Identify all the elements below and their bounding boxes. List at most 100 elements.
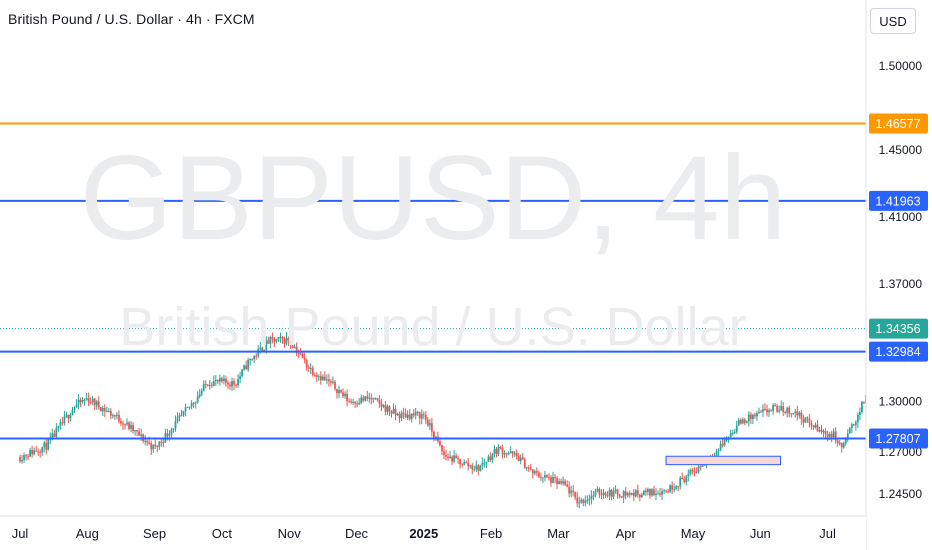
candle-body — [481, 463, 484, 466]
candle-body — [826, 434, 829, 437]
candle-body — [562, 481, 565, 484]
candle-body — [544, 475, 546, 478]
candle-body — [499, 446, 502, 449]
candle-body — [223, 378, 225, 382]
candle-body — [374, 398, 377, 400]
candle-body — [267, 340, 270, 344]
candle-body — [449, 456, 451, 459]
candle-body — [291, 343, 294, 348]
candle-body — [152, 444, 155, 450]
candle-body — [188, 406, 191, 408]
candle-body — [772, 405, 774, 411]
candle-body — [830, 434, 833, 438]
candle-body — [548, 477, 550, 479]
candle-body — [673, 488, 676, 490]
candle-body — [542, 477, 544, 479]
candle-body — [535, 471, 538, 473]
candle-body — [537, 472, 540, 477]
candle-body — [717, 449, 720, 451]
candle-body — [402, 412, 405, 414]
candle-body — [733, 432, 736, 434]
candle-body — [701, 465, 704, 467]
candle-body — [697, 466, 700, 473]
candle-body — [105, 411, 108, 413]
candle-body — [323, 376, 326, 380]
candle-body — [814, 424, 817, 428]
candle-body — [372, 398, 375, 400]
candle-body — [527, 467, 530, 469]
candle-body — [319, 376, 322, 381]
candle-body — [663, 490, 665, 492]
candle-body — [432, 431, 435, 439]
time-tick-label: Sep — [143, 526, 166, 541]
candle-body — [844, 438, 847, 444]
candle-body — [426, 419, 429, 426]
candle-body — [687, 474, 690, 477]
candle-body — [364, 396, 367, 401]
candle-body — [57, 425, 60, 429]
candle-body — [453, 455, 455, 462]
candle-body — [396, 413, 399, 415]
candle-body — [600, 494, 603, 496]
level-blue-label: 1.27807 — [875, 432, 920, 446]
candle-body — [850, 424, 853, 429]
candle-body — [406, 414, 409, 418]
candle-body — [289, 340, 292, 344]
candle-body — [580, 499, 583, 503]
candle-body — [400, 412, 403, 419]
candle-body — [782, 406, 785, 413]
candle-body — [249, 358, 252, 361]
candle-body — [118, 414, 120, 422]
candle-body — [293, 346, 296, 348]
candle-body — [107, 411, 110, 413]
candle-body — [332, 381, 334, 383]
candle-body — [130, 425, 132, 429]
currency-button[interactable]: USD — [870, 8, 916, 34]
time-tick-label: Jun — [750, 526, 771, 541]
candle-body — [275, 339, 278, 342]
candle-body — [570, 490, 573, 494]
candle-body — [202, 383, 205, 391]
candle-body — [822, 431, 825, 433]
candle-body — [683, 479, 686, 483]
candle-body — [594, 491, 597, 496]
candle-body — [786, 407, 789, 413]
candle-body — [810, 423, 813, 426]
candle-body — [95, 401, 98, 406]
candle-body — [659, 493, 661, 495]
candle-body — [784, 412, 787, 414]
candle-body — [523, 459, 526, 469]
candle-body — [414, 411, 417, 416]
candle-body — [679, 477, 682, 487]
candle-body — [227, 382, 229, 385]
candle-body — [556, 478, 558, 485]
candle-body — [465, 461, 468, 463]
candle-body — [721, 443, 724, 446]
candle-body — [644, 490, 647, 493]
candle-body — [475, 465, 478, 470]
candle-body — [344, 393, 346, 397]
candle-body — [124, 424, 126, 426]
watermark-ticker: GBPUSD, 4h — [79, 131, 787, 265]
candle-body — [616, 489, 619, 495]
candle-body — [146, 440, 149, 443]
candle-body — [97, 401, 100, 408]
candle-body — [612, 491, 615, 497]
level-blue-badge — [869, 190, 928, 211]
candle-body — [382, 405, 385, 407]
candle-body — [196, 396, 199, 402]
candle-body — [564, 481, 567, 485]
candle-body — [297, 353, 300, 355]
candle-body — [774, 405, 777, 407]
candle-body — [208, 384, 211, 386]
candle-body — [116, 414, 118, 417]
candle-body — [665, 490, 667, 492]
candle-body — [190, 403, 193, 407]
time-tick-label: Oct — [212, 526, 233, 541]
candle-body — [311, 368, 314, 375]
candle-body — [653, 489, 655, 495]
candle-body — [614, 489, 617, 492]
time-tick-label: Aug — [76, 526, 99, 541]
candle-body — [836, 440, 839, 443]
